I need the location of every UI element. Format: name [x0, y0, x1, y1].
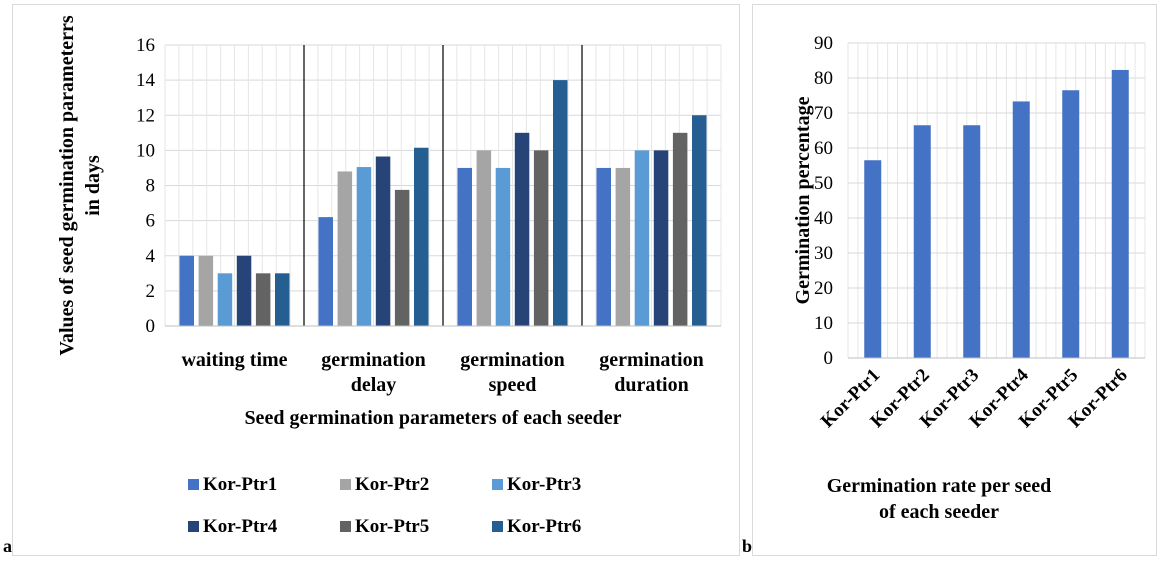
y-axis-title-line1: Values of seed germination parameterrs: [56, 15, 78, 356]
legend-label-kor-ptr4: Kor-Ptr4: [203, 516, 278, 537]
x-axis-title-line1: Germination rate per seed: [827, 475, 1052, 497]
legend-label-kor-ptr3: Kor-Ptr3: [507, 474, 581, 495]
bar-kor-ptr4-2: [514, 132, 530, 326]
legend-swatch-kor-ptr2: [340, 479, 351, 490]
bar-kor-ptr3-3: [634, 150, 650, 326]
bar-kor-ptr2: [913, 125, 931, 358]
bar-kor-ptr6-2: [553, 80, 568, 326]
bar-kor-ptr1-2: [457, 167, 472, 326]
bar-kor-ptr5-3: [672, 132, 688, 326]
y-tick-label: 50: [814, 173, 833, 194]
bar-kor-ptr6: [1111, 69, 1129, 358]
bar-kor-ptr1: [864, 160, 882, 358]
y-tick-label: 40: [814, 208, 833, 229]
bar-kor-ptr2-1: [337, 171, 353, 326]
bar-kor-ptr5-2: [533, 150, 549, 326]
x-category-label: waiting time: [181, 349, 287, 371]
panel-label-b: b: [742, 536, 753, 556]
bar-kor-ptr4: [1012, 101, 1030, 358]
legend-label-kor-ptr2: Kor-Ptr2: [355, 474, 429, 495]
y-tick-label: 16: [136, 35, 155, 56]
bar-kor-ptr3-2: [495, 167, 511, 326]
x-category-label: speed: [489, 374, 537, 396]
bar-kor-ptr1-0: [179, 255, 194, 326]
legend-swatch-kor-ptr3: [492, 479, 503, 490]
panel-label-a: a: [3, 536, 12, 556]
chart-b-panel: 0 10 20 30 40 50 60 70 80 90 Kor-Ptr1 Kor-Ptr2 Kor-P…: [752, 4, 1157, 556]
bar-kor-ptr1-1: [318, 217, 333, 326]
chart-a: 0 2 4 6 8 10 12 14 16 waiting time germination dela…: [56, 15, 722, 537]
y-tick-label: 0: [824, 348, 834, 369]
bar-kor-ptr5: [1062, 90, 1080, 358]
bar-kor-ptr3-1: [356, 167, 372, 326]
x-category-label: germination: [460, 349, 564, 371]
y-tick-label: 60: [814, 138, 833, 159]
y-tick-label: 10: [136, 140, 155, 161]
bar-kor-ptr6-0: [275, 273, 290, 326]
y-tick-label: 90: [814, 33, 833, 54]
bar-kor-ptr4-0: [236, 255, 252, 326]
y-tick-label: 30: [814, 243, 833, 264]
legend-label-kor-ptr1: Kor-Ptr1: [203, 474, 277, 495]
y-axis-title-line2: in days: [82, 155, 104, 216]
bar-kor-ptr3: [963, 125, 981, 358]
x-category-label: duration: [614, 374, 688, 396]
y-axis-title: Germination percentage: [792, 96, 814, 304]
x-category-label: germination: [321, 349, 425, 371]
y-tick-label: 2: [146, 281, 156, 302]
y-tick-label: 0: [146, 316, 156, 337]
legend-swatch-kor-ptr4: [188, 521, 199, 532]
bar-kor-ptr4-3: [653, 150, 669, 326]
y-tick-label: 70: [814, 103, 833, 124]
bar-kor-ptr4-1: [375, 156, 391, 326]
bar-kor-ptr3-0: [217, 273, 233, 326]
legend-swatch-kor-ptr1: [188, 479, 199, 490]
bar-kor-ptr6-1: [414, 147, 429, 326]
legend-swatch-kor-ptr6: [492, 521, 503, 532]
x-axis-title: Seed germination parameters of each seed…: [244, 407, 621, 429]
bar-kor-ptr2-3: [615, 167, 631, 326]
y-tick-label: 14: [136, 70, 156, 91]
y-tick-label: 10: [814, 313, 833, 334]
bar-kor-ptr2-0: [198, 255, 214, 326]
y-tick-label: 12: [136, 105, 155, 126]
legend-swatch-kor-ptr5: [340, 521, 351, 532]
x-category-label: delay: [351, 374, 397, 396]
x-category-label: germination: [599, 349, 703, 371]
y-tick-label: 20: [814, 278, 833, 299]
bar-kor-ptr6-3: [692, 115, 707, 326]
legend-label-kor-ptr5: Kor-Ptr5: [355, 516, 429, 537]
bar-kor-ptr5-0: [255, 273, 271, 326]
y-tick-label: 8: [146, 176, 156, 197]
legend-label-kor-ptr6: Kor-Ptr6: [507, 516, 581, 537]
chart-b: 0102030405060708090Kor-Ptr1Kor-Ptr2Kor-P…: [792, 33, 1146, 523]
chart-a-panel: 0 2 4 6 8 10 12 14 16 waiting time germination dela…: [12, 4, 740, 556]
y-tick-label: 4: [146, 246, 156, 267]
y-tick-label: 6: [146, 211, 156, 232]
bar-kor-ptr5-1: [394, 189, 410, 326]
bar-kor-ptr1-3: [596, 167, 611, 326]
x-axis-title-line2: of each seeder: [879, 501, 999, 523]
bar-kor-ptr2-2: [476, 150, 492, 326]
y-tick-label: 80: [814, 68, 833, 89]
